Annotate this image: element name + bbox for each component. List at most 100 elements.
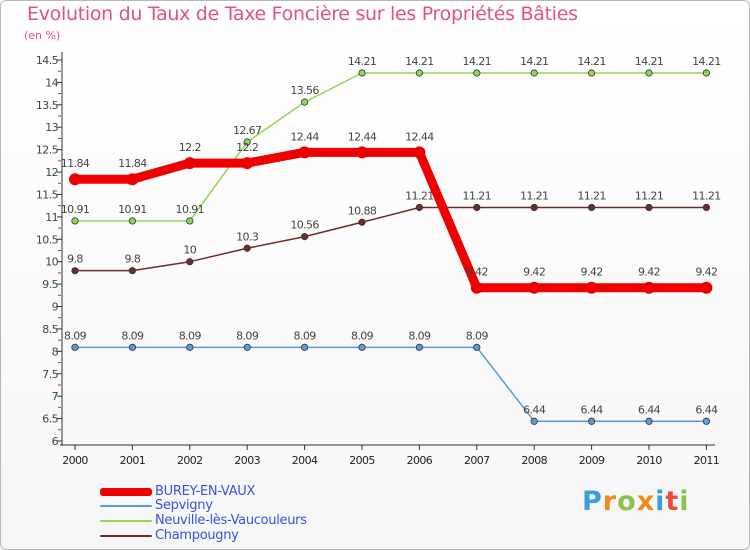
data-label: 14.21 [463,55,492,68]
data-label: 11.21 [463,189,492,202]
legend-swatch-champougny [100,535,152,537]
data-label: 6.44 [695,403,718,416]
data-label: 9.42 [695,266,717,279]
data-point [69,173,81,186]
data-point [415,343,423,351]
y-tick-label: 13.5 [36,99,59,112]
data-label: 10.91 [61,203,90,216]
data-point [300,343,309,351]
data-label: 9.42 [466,266,488,279]
data-label: 14.21 [520,55,549,68]
data-label: 9.8 [125,253,141,266]
y-tick-label: 7.5 [42,368,58,381]
data-label: 12.2 [236,141,258,154]
data-point [645,69,653,77]
data-label: 8.09 [294,329,317,342]
data-label: 11.21 [405,189,434,202]
data-label: 10.3 [236,230,259,243]
data-point [300,98,309,106]
data-point [645,417,653,425]
data-point [587,417,596,425]
data-point [243,244,251,252]
series-line [74,206,708,272]
data-point [183,157,196,170]
y-tick-label: 10.5 [36,233,59,246]
data-point [473,203,481,212]
data-label: 14.21 [577,55,606,68]
data-point [702,417,711,425]
logo-letter: i [655,486,666,517]
data-label: 8.09 [408,329,431,342]
data-label: 6.44 [638,403,661,416]
y-tick-label: 9.5 [42,278,58,291]
x-tick-label: 2005 [349,454,375,467]
logo-letter: i [679,486,690,517]
data-label: 9.8 [67,253,83,266]
data-label: 8.09 [179,329,202,342]
logo-letter: r [602,486,618,517]
data-point [645,203,653,212]
y-tick-label: 14 [45,76,58,89]
logo-letter: o [617,486,637,517]
data-point [186,343,194,351]
data-point [71,343,79,351]
y-tick-label: 12 [45,166,58,179]
legend-swatch-neuville [100,520,152,522]
data-point [530,69,538,77]
data-point [415,69,423,77]
y-tick-label: 11 [45,211,58,224]
data-label: 8.09 [236,329,259,342]
data-point [358,218,366,226]
data-label: 14.21 [692,55,721,68]
y-tick-label: 6 [52,435,59,448]
data-label: 14.21 [635,55,664,68]
data-label: 8.09 [64,329,87,342]
data-point [700,281,713,294]
data-point [241,157,254,170]
x-tick-label: 2009 [579,454,605,467]
data-label: 10.91 [176,203,205,216]
x-tick-label: 2004 [292,454,318,467]
series-line [74,346,708,423]
legend-swatch-sepvigny [100,505,152,507]
data-label: 14.21 [348,55,377,68]
x-tick-label: 2011 [694,454,720,467]
data-label: 8.09 [351,329,374,342]
legend-label-burey: BUREY-EN-VAUX [155,484,256,499]
line-chart: 6 6.5 7 7.5 8 8.5 9 9.5 10 10.5 11 11.5 12 12.5 13 13.5… [36,52,721,467]
data-point [298,146,311,159]
y-tick-label: 6.5 [42,413,58,426]
data-label: 12.44 [405,130,434,143]
data-label: 11.21 [577,189,606,202]
y-axis-unit-label: (en %) [24,29,61,42]
x-tick-label: 2007 [464,454,490,467]
x-tick-label: 2010 [636,454,662,467]
data-label: 6.44 [581,403,604,416]
data-point [358,69,366,77]
x-tick-label: 2000 [62,454,88,467]
y-tick-label: 7 [52,390,59,403]
y-tick-label: 11.5 [36,188,59,201]
legend-label-champougny: Champougny [155,528,239,543]
data-label: 11.21 [520,189,549,202]
data-point [528,281,541,294]
data-label: 11.21 [635,189,664,202]
x-tick-label: 2008 [521,454,547,467]
data-point [71,267,79,275]
data-point [587,203,596,212]
data-label: 11.21 [692,189,721,202]
data-point [126,173,139,186]
data-label: 12.44 [348,130,377,143]
data-point [128,217,136,225]
data-point [585,281,598,294]
data-label: 9.42 [523,266,545,279]
data-point [243,343,251,351]
x-tick-label: 2006 [407,454,433,467]
series-line [74,72,708,222]
data-point [473,69,481,77]
data-label: 8.09 [121,329,144,342]
y-tick-label: 12.5 [36,144,59,157]
data-label: 9.42 [638,266,660,279]
data-label: 10.56 [290,219,319,232]
